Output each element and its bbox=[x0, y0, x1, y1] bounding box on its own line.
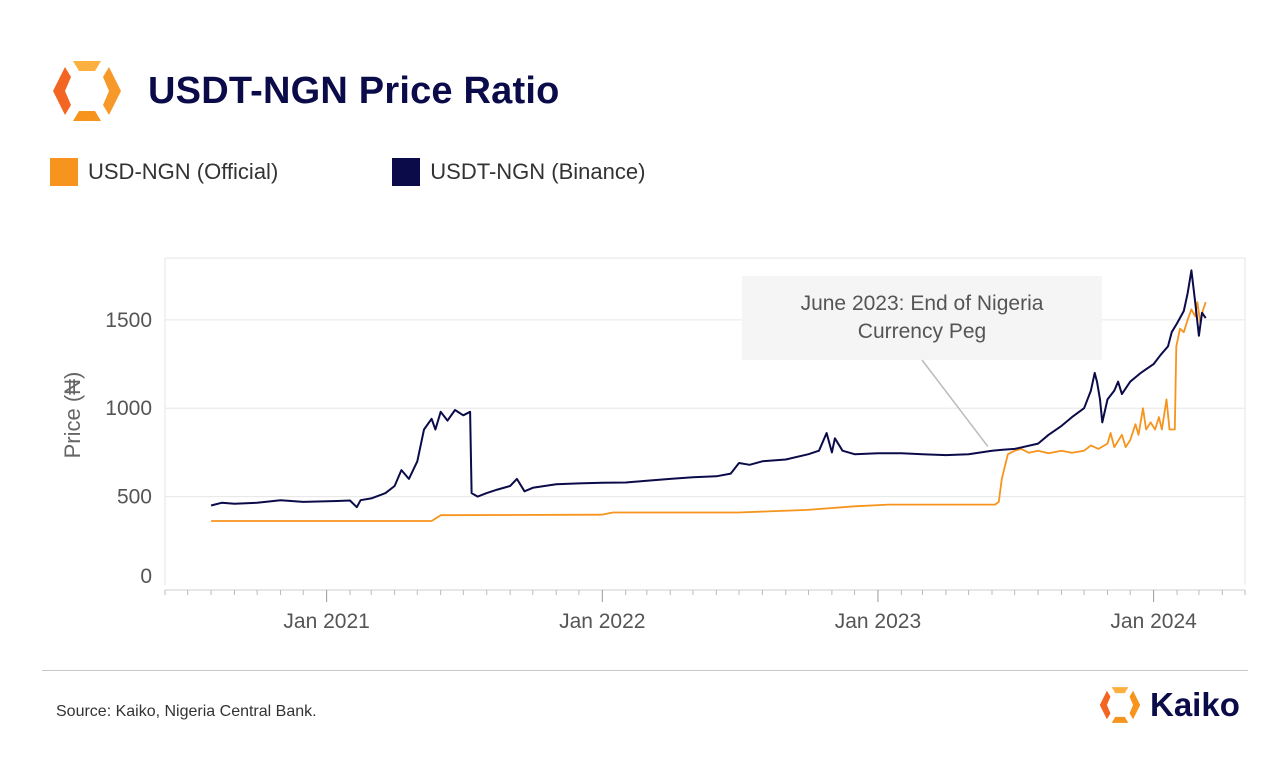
x-tick-label: Jan 2021 bbox=[283, 610, 369, 633]
kaiko-brand-icon bbox=[1099, 687, 1141, 723]
annotation-leader-line bbox=[921, 359, 989, 447]
legend-swatch-official bbox=[50, 158, 78, 186]
header: USDT-NGN Price Ratio bbox=[50, 56, 560, 126]
annotation-layer: June 2023: End of Nigeria Currency Peg bbox=[742, 276, 1102, 447]
grid-layer bbox=[164, 257, 1246, 585]
brand: Kaiko bbox=[1098, 684, 1240, 726]
annotation-text: Currency Peg bbox=[858, 320, 986, 343]
legend-item-official: USD-NGN (Official) bbox=[50, 158, 278, 186]
legend-label-official: USD-NGN (Official) bbox=[88, 159, 279, 184]
annotation-box bbox=[742, 276, 1102, 360]
legend-label-binance: USDT-NGN (Binance) bbox=[430, 159, 646, 184]
annotation-text: June 2023: End of Nigeria bbox=[801, 292, 1044, 315]
source-note: Source: Kaiko, Nigeria Central Bank. bbox=[56, 703, 317, 720]
axis-layer: 0 500 1000 1500 Jan 2021 Jan 2022 Jan 2023 Jan … bbox=[105, 309, 1246, 633]
y-tick-label: 500 bbox=[117, 486, 152, 509]
kaiko-logo-icon bbox=[53, 61, 121, 121]
page-title: USDT-NGN Price Ratio bbox=[148, 69, 560, 112]
x-tick-label: Jan 2023 bbox=[835, 610, 921, 633]
legend-swatch-binance bbox=[392, 158, 421, 186]
legend: USD-NGN (Official) USDT-NGN (Binance) bbox=[50, 158, 759, 186]
series-line-official bbox=[211, 301, 1207, 522]
y-tick-label: 0 bbox=[140, 565, 152, 588]
x-tick-label: Jan 2024 bbox=[1110, 610, 1197, 633]
y-tick-label: 1000 bbox=[105, 397, 152, 420]
x-tick-label: Jan 2022 bbox=[559, 610, 645, 633]
series-line-binance bbox=[210, 269, 1207, 509]
footer-divider bbox=[42, 670, 1248, 671]
y-tick-label: 1500 bbox=[105, 309, 152, 332]
series-layer bbox=[210, 269, 1207, 522]
price-chart: 0 500 1000 1500 Jan 2021 Jan 2022 Jan 2023 Jan … bbox=[60, 257, 1246, 633]
brand-name: Kaiko bbox=[1150, 686, 1240, 723]
legend-item-binance: USDT-NGN (Binance) bbox=[392, 158, 645, 186]
y-axis-label: Price (₦) bbox=[60, 372, 85, 459]
